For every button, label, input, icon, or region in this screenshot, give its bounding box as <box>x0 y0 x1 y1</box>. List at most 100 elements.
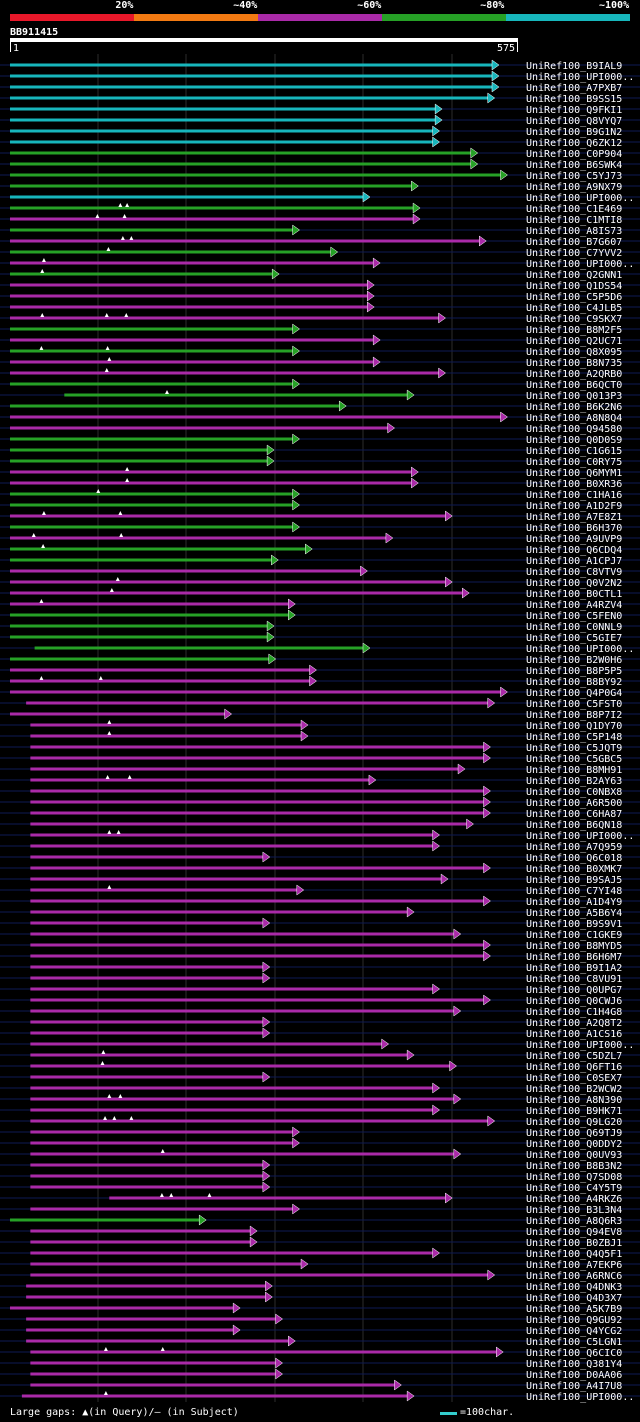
hit-label[interactable]: UniRef100_A1CS16 <box>526 1029 622 1040</box>
alignment-bar[interactable] <box>10 635 270 639</box>
alignment-bar[interactable] <box>10 349 295 353</box>
alignment-bar[interactable] <box>10 580 448 584</box>
alignment-bar[interactable] <box>30 800 486 804</box>
hit-label[interactable]: UniRef100_Q2UC71 <box>526 336 622 347</box>
alignment-bar[interactable] <box>10 547 308 551</box>
alignment-bar[interactable] <box>10 228 295 232</box>
alignment-bar[interactable] <box>30 1174 265 1178</box>
hit-label[interactable]: UniRef100_C5YJ73 <box>526 171 622 182</box>
hit-label[interactable]: UniRef100_B3L3N4 <box>526 1205 622 1216</box>
hit-label[interactable]: UniRef100_B2W0H6 <box>526 655 622 666</box>
hit-label[interactable]: UniRef100_Q6MYM1 <box>526 468 622 479</box>
hit-label[interactable]: UniRef100_C1H4G8 <box>526 1007 622 1018</box>
hit-label[interactable]: UniRef100_Q4DNK3 <box>526 1282 622 1293</box>
alignment-bar[interactable] <box>10 140 435 144</box>
alignment-bar[interactable] <box>10 602 291 606</box>
hit-label[interactable]: UniRef100_B8B3N2 <box>526 1161 622 1172</box>
hit-label[interactable]: UniRef100_C0P904 <box>526 149 622 160</box>
alignment-bar[interactable] <box>30 844 435 848</box>
alignment-bar[interactable] <box>30 998 486 1002</box>
alignment-bar[interactable] <box>30 723 304 727</box>
alignment-bar[interactable] <box>10 657 271 661</box>
alignment-bar[interactable] <box>30 943 486 947</box>
alignment-bar[interactable] <box>30 1031 265 1035</box>
alignment-bar[interactable] <box>10 316 441 320</box>
alignment-bar[interactable] <box>10 74 494 78</box>
alignment-bar[interactable] <box>34 646 365 650</box>
hit-label[interactable]: UniRef100_B9SAJ5 <box>526 875 622 886</box>
hit-label[interactable]: UniRef100_C1E469 <box>526 204 622 215</box>
alignment-bar[interactable] <box>10 503 295 507</box>
hit-label[interactable]: UniRef100_B9S9V1 <box>526 919 622 930</box>
hit-label[interactable]: UniRef100_UPI000.. <box>526 259 634 270</box>
hit-label[interactable]: UniRef100_B9IAL9 <box>526 61 622 72</box>
alignment-bar[interactable] <box>10 525 295 529</box>
hit-label[interactable]: UniRef100_Q9LG20 <box>526 1117 622 1128</box>
alignment-bar[interactable] <box>30 888 299 892</box>
alignment-bar[interactable] <box>10 184 414 188</box>
hit-label[interactable]: UniRef100_Q69TJ9 <box>526 1128 622 1139</box>
hit-label[interactable]: UniRef100_A2QRB0 <box>526 369 622 380</box>
alignment-bar[interactable] <box>26 1328 236 1332</box>
hit-label[interactable]: UniRef100_C1G615 <box>526 446 622 457</box>
alignment-bar[interactable] <box>30 1185 265 1189</box>
alignment-bar[interactable] <box>30 1053 410 1057</box>
hit-label[interactable]: UniRef100_A8IS73 <box>526 226 622 237</box>
hit-label[interactable]: UniRef100_B0XR36 <box>526 479 622 490</box>
hit-label[interactable]: UniRef100_C1GKE9 <box>526 930 622 941</box>
hit-label[interactable]: UniRef100_A4I7U8 <box>526 1381 622 1392</box>
alignment-bar[interactable] <box>30 1163 265 1167</box>
alignment-bar[interactable] <box>10 294 370 298</box>
hit-label[interactable]: UniRef100_Q2GNN1 <box>526 270 622 281</box>
alignment-bar[interactable] <box>30 899 486 903</box>
alignment-bar[interactable] <box>10 459 270 463</box>
alignment-bar[interactable] <box>10 272 275 276</box>
hit-label[interactable]: UniRef100_Q1DY70 <box>526 721 622 732</box>
hit-label[interactable]: UniRef100_A5B6Y4 <box>526 908 622 919</box>
alignment-bar[interactable] <box>30 822 469 826</box>
hit-label[interactable]: UniRef100_A7E8Z1 <box>526 512 622 523</box>
alignment-bar[interactable] <box>30 1064 452 1068</box>
alignment-bar[interactable] <box>30 1141 295 1145</box>
alignment-bar[interactable] <box>10 1306 236 1310</box>
hit-label[interactable]: UniRef100_Q4P0G4 <box>526 688 622 699</box>
hit-label[interactable]: UniRef100_Q0DDY2 <box>526 1139 622 1150</box>
hit-label[interactable]: UniRef100_UPI000.. <box>526 1392 634 1403</box>
hit-label[interactable]: UniRef100_Q6CIC0 <box>526 1348 622 1359</box>
alignment-bar[interactable] <box>10 327 295 331</box>
hit-label[interactable]: UniRef100_Q8VYQ7 <box>526 116 622 127</box>
alignment-bar[interactable] <box>10 338 376 342</box>
hit-label[interactable]: UniRef100_Q0D0S9 <box>526 435 622 446</box>
alignment-bar[interactable] <box>10 239 482 243</box>
hit-label[interactable]: UniRef100_B6K2N6 <box>526 402 622 413</box>
alignment-bar[interactable] <box>30 1383 397 1387</box>
alignment-bar[interactable] <box>30 1042 384 1046</box>
alignment-bar[interactable] <box>30 1020 265 1024</box>
alignment-bar[interactable] <box>30 1097 456 1101</box>
hit-label[interactable]: UniRef100_B0XMK7 <box>526 864 622 875</box>
hit-label[interactable]: UniRef100_A4RZV4 <box>526 600 622 611</box>
hit-label[interactable]: UniRef100_A1D4Y9 <box>526 897 622 908</box>
hit-label[interactable]: UniRef100_A7PXB7 <box>526 83 622 94</box>
hit-label[interactable]: UniRef100_B6QCT0 <box>526 380 622 391</box>
alignment-bar[interactable] <box>10 217 416 221</box>
alignment-bar[interactable] <box>30 954 486 958</box>
alignment-bar[interactable] <box>26 1284 268 1288</box>
alignment-bar[interactable] <box>30 1207 295 1211</box>
hit-label[interactable]: UniRef100_A9NX79 <box>526 182 622 193</box>
hit-label[interactable]: UniRef100_B0CTL1 <box>526 589 622 600</box>
hit-label[interactable]: UniRef100_C0SEX7 <box>526 1073 622 1084</box>
alignment-bar[interactable] <box>10 470 414 474</box>
hit-label[interactable]: UniRef100_Q1DS54 <box>526 281 622 292</box>
hit-label[interactable]: UniRef100_C6HA87 <box>526 809 622 820</box>
hit-label[interactable]: UniRef100_B8P5P5 <box>526 666 622 677</box>
hit-label[interactable]: UniRef100_A1CPJ7 <box>526 556 622 567</box>
hit-label[interactable]: UniRef100_B8N735 <box>526 358 622 369</box>
alignment-bar[interactable] <box>10 448 270 452</box>
alignment-bar[interactable] <box>30 1229 253 1233</box>
alignment-bar[interactable] <box>30 976 265 980</box>
alignment-bar[interactable] <box>10 437 295 441</box>
hit-label[interactable]: UniRef100_C5P5D6 <box>526 292 622 303</box>
hit-label[interactable]: UniRef100_C5GIE7 <box>526 633 622 644</box>
alignment-bar[interactable] <box>10 690 503 694</box>
